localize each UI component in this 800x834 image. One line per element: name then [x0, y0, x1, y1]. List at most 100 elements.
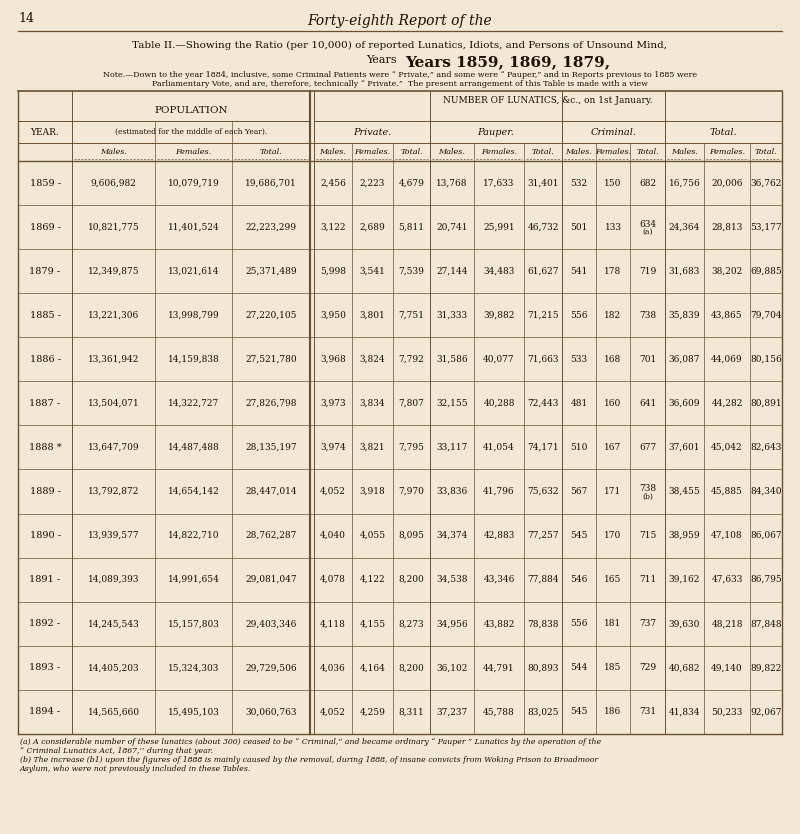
Text: 1859 -: 1859 - — [30, 178, 61, 188]
Text: Females.: Females. — [595, 148, 631, 156]
Text: 7,751: 7,751 — [398, 310, 425, 319]
Text: 1893 -: 1893 - — [30, 663, 61, 672]
Text: 46,732: 46,732 — [527, 223, 558, 232]
Text: 171: 171 — [604, 487, 622, 496]
Text: 14,654,142: 14,654,142 — [168, 487, 219, 496]
Text: 3,974: 3,974 — [320, 443, 346, 452]
Text: 3,824: 3,824 — [360, 354, 386, 364]
Text: 3,950: 3,950 — [320, 310, 346, 319]
Text: 1885 -: 1885 - — [30, 310, 61, 319]
Text: 79,704: 79,704 — [750, 310, 782, 319]
Text: (b): (b) — [642, 492, 653, 500]
Text: 71,663: 71,663 — [527, 354, 558, 364]
Text: 4,118: 4,118 — [320, 620, 346, 628]
Text: 14,245,543: 14,245,543 — [88, 620, 139, 628]
Text: 61,627: 61,627 — [527, 267, 558, 275]
Text: Parliamentary Vote, and are, therefore, technically “ Private.”  The present arr: Parliamentary Vote, and are, therefore, … — [152, 80, 648, 88]
Text: 43,882: 43,882 — [483, 620, 514, 628]
Text: 4,259: 4,259 — [359, 707, 386, 716]
Text: 69,885: 69,885 — [750, 267, 782, 275]
Text: 43,865: 43,865 — [711, 310, 743, 319]
Text: 40,077: 40,077 — [483, 354, 515, 364]
Text: 39,882: 39,882 — [483, 310, 514, 319]
Text: 3,821: 3,821 — [360, 443, 386, 452]
Text: 34,956: 34,956 — [436, 620, 468, 628]
Text: 567: 567 — [570, 487, 588, 496]
Text: 36,609: 36,609 — [669, 399, 700, 408]
Text: 17,633: 17,633 — [483, 178, 514, 188]
Text: Forty-eighth Report of the: Forty-eighth Report of the — [308, 14, 492, 28]
Text: 27,220,105: 27,220,105 — [246, 310, 297, 319]
Text: Table II.—Showing the Ratio (per 10,000) of reported Lunatics, Idiots, and Perso: Table II.—Showing the Ratio (per 10,000)… — [133, 41, 667, 50]
Text: 5,811: 5,811 — [398, 223, 425, 232]
Text: 42,883: 42,883 — [483, 531, 514, 540]
Text: 186: 186 — [604, 707, 622, 716]
Text: 160: 160 — [604, 399, 622, 408]
Text: 1894 -: 1894 - — [30, 707, 61, 716]
Text: 82,643: 82,643 — [750, 443, 782, 452]
Text: 40,682: 40,682 — [669, 663, 700, 672]
Text: 37,237: 37,237 — [436, 707, 468, 716]
Text: 50,233: 50,233 — [711, 707, 742, 716]
Text: 41,834: 41,834 — [669, 707, 700, 716]
Text: 185: 185 — [604, 663, 622, 672]
Text: Females.: Females. — [709, 148, 745, 156]
Text: Males.: Males. — [566, 148, 593, 156]
Text: 31,586: 31,586 — [436, 354, 468, 364]
Text: 182: 182 — [605, 310, 622, 319]
Text: 27,521,780: 27,521,780 — [245, 354, 297, 364]
Text: 4,040: 4,040 — [320, 531, 346, 540]
Text: Females.: Females. — [175, 148, 211, 156]
Text: Note.—Down to the year 1884, inclusive, some Criminal Patients were “ Private,” : Note.—Down to the year 1884, inclusive, … — [103, 71, 697, 79]
Text: 719: 719 — [639, 267, 656, 275]
Text: 92,067: 92,067 — [750, 707, 782, 716]
Text: YEAR.: YEAR. — [30, 128, 59, 137]
Text: 44,282: 44,282 — [711, 399, 742, 408]
Text: 49,140: 49,140 — [711, 663, 743, 672]
Text: 39,162: 39,162 — [669, 575, 700, 584]
Text: 546: 546 — [570, 575, 588, 584]
Text: 15,495,103: 15,495,103 — [167, 707, 219, 716]
Text: 43,346: 43,346 — [483, 575, 514, 584]
Text: 10,821,775: 10,821,775 — [88, 223, 139, 232]
Text: 36,087: 36,087 — [669, 354, 700, 364]
Text: 13,647,709: 13,647,709 — [88, 443, 139, 452]
Text: 1886 -: 1886 - — [30, 354, 61, 364]
Text: 715: 715 — [639, 531, 656, 540]
Text: 556: 556 — [570, 310, 588, 319]
Text: 13,361,942: 13,361,942 — [88, 354, 139, 364]
Text: 4,122: 4,122 — [360, 575, 386, 584]
Text: 34,483: 34,483 — [483, 267, 514, 275]
Text: 545: 545 — [570, 707, 588, 716]
Text: 1892 -: 1892 - — [30, 620, 61, 628]
Text: 19,686,701: 19,686,701 — [245, 178, 297, 188]
Text: Males.: Males. — [319, 148, 346, 156]
Text: 44,069: 44,069 — [711, 354, 743, 364]
Text: 29,403,346: 29,403,346 — [246, 620, 297, 628]
Text: 738: 738 — [639, 484, 656, 493]
Text: 89,822: 89,822 — [750, 663, 782, 672]
Text: 22,223,299: 22,223,299 — [246, 223, 297, 232]
Text: 168: 168 — [604, 354, 622, 364]
Text: 1890 -: 1890 - — [30, 531, 61, 540]
Text: 677: 677 — [639, 443, 656, 452]
Text: 3,801: 3,801 — [360, 310, 386, 319]
Text: 41,054: 41,054 — [483, 443, 515, 452]
Text: 14,322,727: 14,322,727 — [168, 399, 219, 408]
Text: 501: 501 — [570, 223, 588, 232]
Text: 31,333: 31,333 — [437, 310, 467, 319]
Text: 45,042: 45,042 — [711, 443, 743, 452]
Text: 533: 533 — [570, 354, 587, 364]
Text: 3,968: 3,968 — [320, 354, 346, 364]
Text: 4,052: 4,052 — [320, 707, 346, 716]
Text: 45,788: 45,788 — [483, 707, 515, 716]
Text: 14: 14 — [18, 12, 34, 25]
Text: 14,405,203: 14,405,203 — [88, 663, 139, 672]
Text: 150: 150 — [604, 178, 622, 188]
Text: 27,144: 27,144 — [436, 267, 468, 275]
Text: 4,055: 4,055 — [359, 531, 386, 540]
Text: Total.: Total. — [754, 148, 778, 156]
Text: 48,218: 48,218 — [711, 620, 742, 628]
Text: 8,200: 8,200 — [398, 663, 424, 672]
Text: 29,081,047: 29,081,047 — [245, 575, 297, 584]
